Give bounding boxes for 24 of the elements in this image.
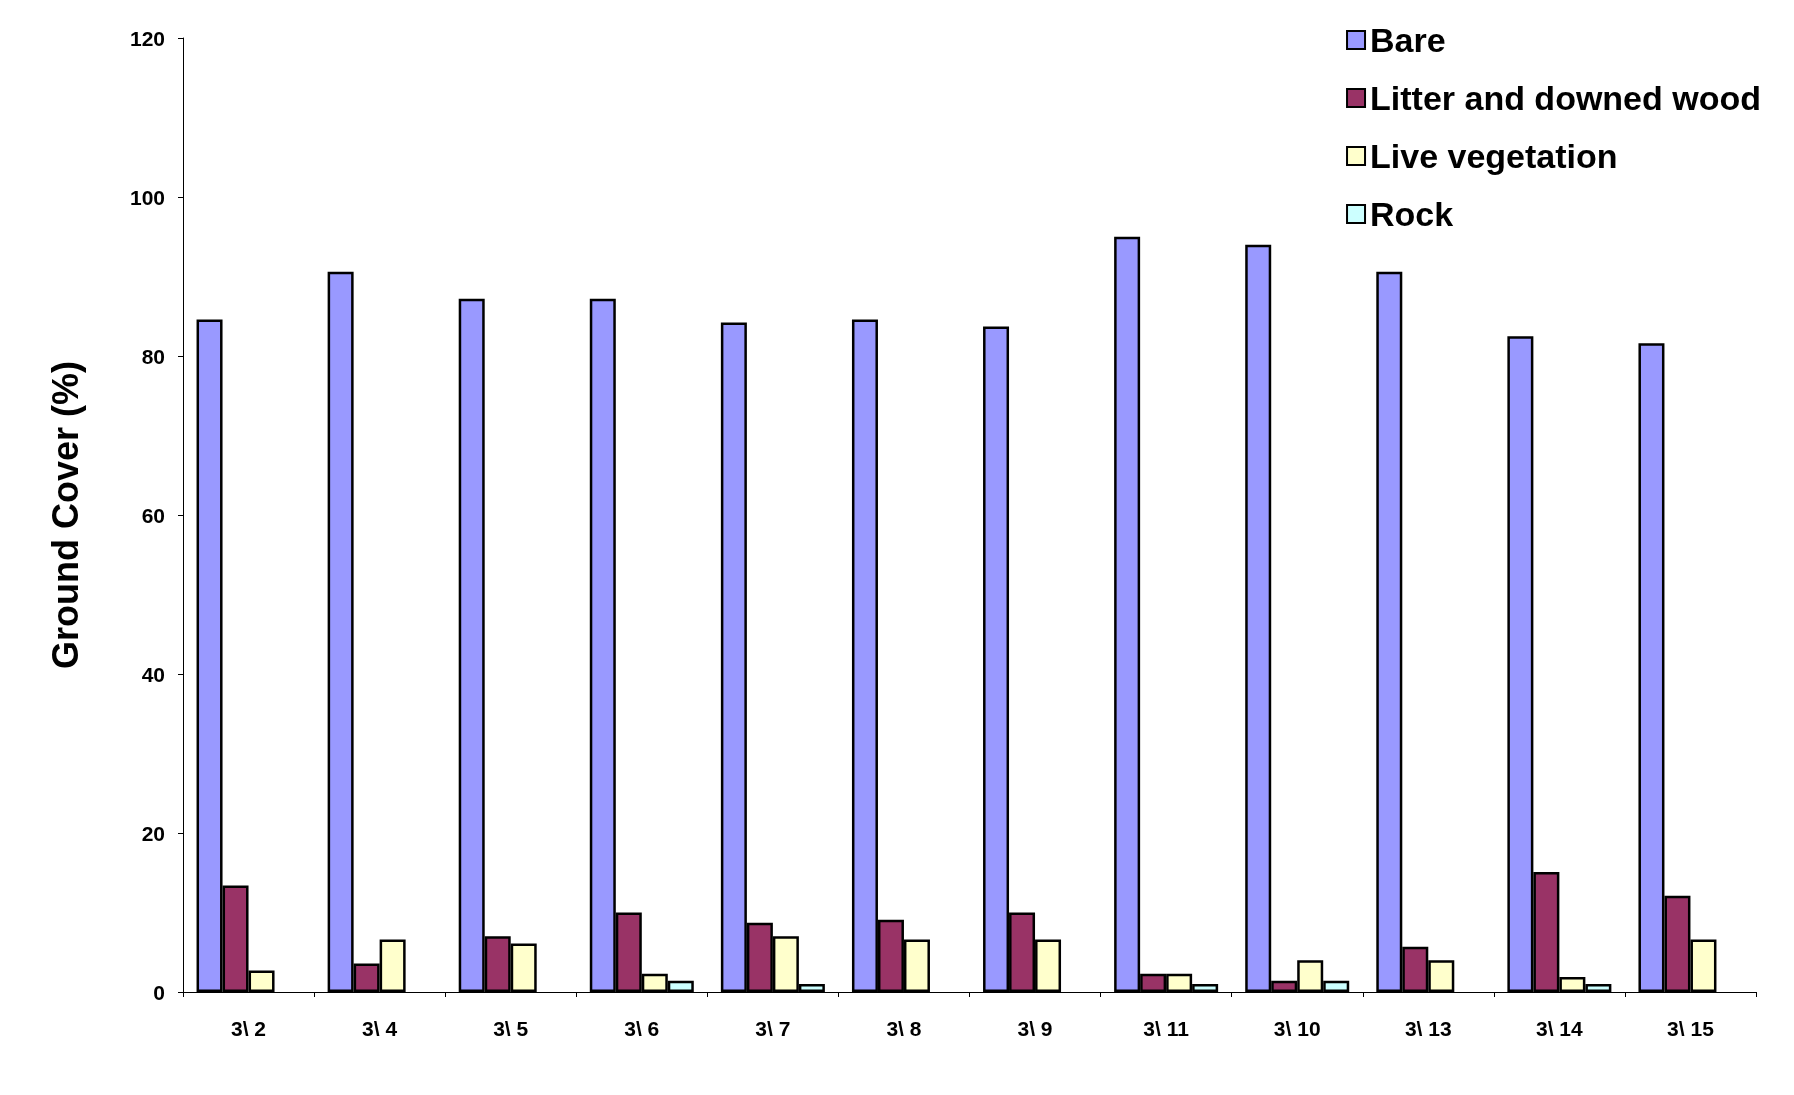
x-tick-label: 3\ 8: [886, 1017, 922, 1040]
x-tick-label: 3\ 11: [1143, 1017, 1190, 1040]
x-tick-label: 3\ 5: [493, 1017, 529, 1040]
y-tick-label: 60: [141, 503, 165, 527]
y-tick-label: 40: [141, 662, 165, 686]
x-tick-label: 3\ 14: [1536, 1017, 1584, 1040]
y-tick-label: 20: [141, 821, 165, 845]
legend-label: Bare: [1370, 21, 1446, 59]
y-tick-label: 100: [129, 185, 165, 209]
x-tick-label: 3\ 13: [1404, 1017, 1452, 1040]
y-tick-label: 80: [141, 344, 165, 368]
legend-label: Litter and downed wood: [1370, 79, 1761, 117]
x-tick-label: 3\ 15: [1667, 1017, 1715, 1040]
x-tick-label: 3\ 6: [624, 1017, 660, 1040]
y-tick-label: 120: [129, 26, 165, 50]
x-tick-label: 3\ 7: [755, 1017, 791, 1040]
x-tick-label: 3\ 2: [231, 1017, 267, 1040]
x-tick-label: 3\ 4: [362, 1017, 398, 1040]
legend-label: Live vegetation: [1370, 137, 1618, 175]
y-axis-title: Ground Cover (%): [44, 360, 86, 670]
legend-label: Rock: [1370, 195, 1454, 233]
x-tick-label: 3\ 9: [1017, 1017, 1053, 1040]
y-tick-label: 0: [153, 980, 165, 1004]
x-tick-label: 3\ 10: [1273, 1017, 1321, 1040]
